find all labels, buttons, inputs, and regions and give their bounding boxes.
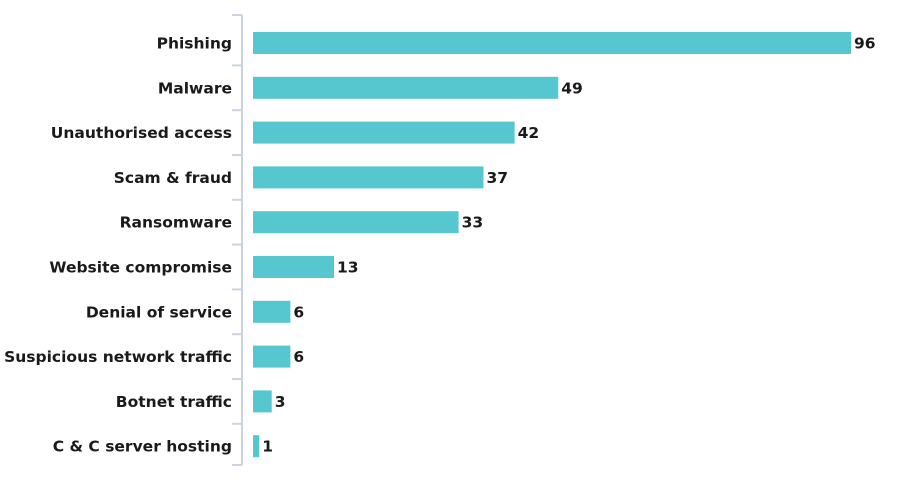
value-label: 42	[518, 124, 540, 142]
value-label: 6	[293, 303, 304, 321]
category-label: Scam & fraud	[114, 169, 232, 187]
bar	[253, 435, 260, 458]
value-label: 6	[293, 348, 304, 366]
value-label: 96	[854, 35, 876, 53]
value-label: 1	[262, 438, 273, 456]
bar	[253, 300, 291, 323]
bar	[253, 121, 515, 144]
category-label: Malware	[158, 79, 232, 97]
bar	[253, 166, 484, 189]
category-labels: Phishing Malware Unauthorised access Scam &…	[4, 35, 232, 456]
value-labels: 96 49 42 37 33 13 6 6 3 1	[262, 35, 875, 456]
category-axis	[232, 14, 243, 466]
bar	[253, 256, 334, 278]
category-label: Suspicious network traffic	[4, 348, 232, 366]
bar	[253, 76, 559, 99]
bar	[253, 211, 459, 234]
value-label: 49	[561, 79, 583, 97]
category-label: Phishing	[157, 35, 232, 53]
bars	[253, 32, 851, 458]
value-label: 37	[486, 169, 508, 187]
value-label: 13	[337, 259, 359, 277]
category-label: Ransomware	[120, 214, 232, 232]
category-label: Website compromise	[49, 259, 232, 277]
bar	[253, 345, 291, 368]
category-label: Botnet traffic	[116, 393, 232, 411]
value-label: 3	[275, 393, 286, 411]
bar	[253, 32, 851, 54]
value-label: 33	[462, 214, 484, 232]
bar	[253, 390, 272, 413]
category-label: C & C server hosting	[53, 438, 232, 456]
category-label: Unauthorised access	[51, 124, 232, 142]
category-label: Denial of service	[86, 303, 232, 321]
